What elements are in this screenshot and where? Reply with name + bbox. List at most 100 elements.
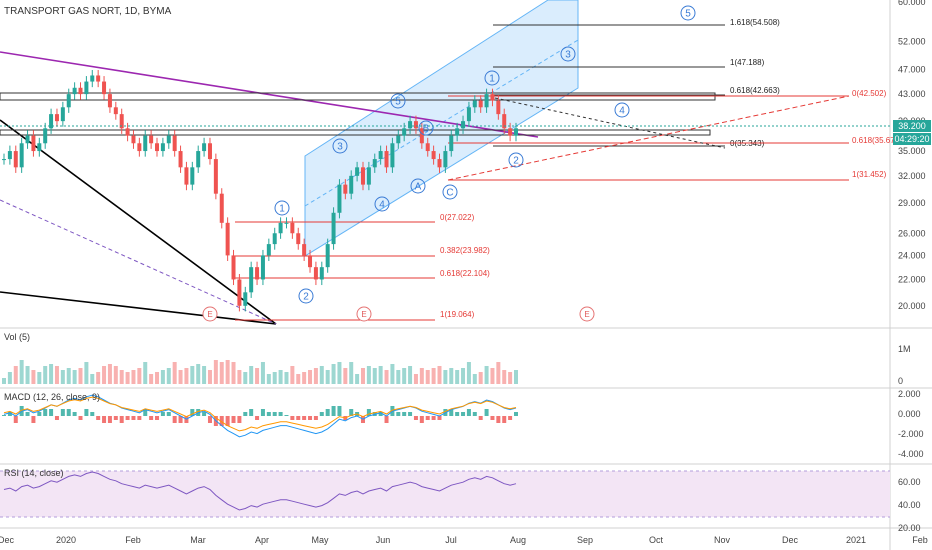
macd-histogram-bar bbox=[25, 412, 30, 416]
wave-marker bbox=[332, 138, 348, 154]
macd-histogram-bar bbox=[149, 416, 154, 420]
support-zone[interactable] bbox=[0, 129, 711, 136]
volume-bar bbox=[125, 372, 130, 384]
macd-histogram-bar bbox=[66, 409, 71, 416]
macd-histogram-bar bbox=[472, 412, 477, 416]
candle-body bbox=[125, 128, 130, 136]
candle-body bbox=[390, 143, 395, 168]
volume-bar bbox=[49, 364, 54, 384]
volume-bar bbox=[378, 366, 383, 384]
wave-label: 5 bbox=[395, 97, 401, 108]
macd-histogram-bar bbox=[113, 416, 118, 420]
volume-bar bbox=[243, 372, 248, 384]
volume-bar bbox=[272, 372, 277, 384]
trendline-black-2[interactable] bbox=[0, 291, 277, 325]
trendline-purple[interactable] bbox=[0, 51, 539, 138]
time-tick: Dec bbox=[0, 535, 14, 545]
macd-histogram-bar bbox=[337, 406, 342, 416]
volume-bar bbox=[72, 370, 77, 384]
macd-histogram-bar bbox=[249, 409, 254, 416]
event-marker: E bbox=[207, 310, 212, 319]
candle-body bbox=[349, 175, 354, 194]
volume-bar bbox=[408, 366, 413, 384]
candle-body bbox=[231, 255, 236, 280]
wave-marker bbox=[390, 93, 406, 109]
last-price-tag bbox=[893, 120, 931, 132]
time-tick: Jul bbox=[445, 535, 457, 545]
candle-body bbox=[31, 135, 36, 152]
volume-bar bbox=[196, 364, 201, 384]
volume-bar bbox=[37, 372, 42, 384]
wave-marker bbox=[410, 178, 426, 194]
rsi-series bbox=[3, 471, 517, 511]
volume-bar bbox=[184, 368, 189, 384]
price-axis[interactable]: 60.00052.00047.00043.00039.00035.00032.0… bbox=[898, 0, 926, 311]
macd-histogram-bar bbox=[243, 412, 248, 416]
candle-body bbox=[272, 233, 277, 245]
macd-histogram-bar bbox=[125, 416, 130, 420]
volume-bar bbox=[155, 372, 160, 384]
time-tick: Feb bbox=[912, 535, 928, 545]
macd-histogram-bar bbox=[437, 416, 442, 420]
trendline-black-1[interactable] bbox=[0, 119, 277, 325]
macd-histogram-bar bbox=[119, 416, 124, 423]
macd-histogram-bar bbox=[284, 415, 289, 416]
time-tick: May bbox=[311, 535, 329, 545]
macd-histogram-bar bbox=[202, 412, 207, 416]
wave-label: B bbox=[423, 124, 430, 135]
macd-title: MACD (12, 26, close, 9) bbox=[4, 392, 100, 402]
price-tick: 52.000 bbox=[898, 37, 926, 47]
macd-histogram-bar bbox=[278, 412, 283, 416]
macd-histogram-bar bbox=[496, 416, 501, 423]
fib-label: 1(47.188) bbox=[730, 58, 765, 67]
macd-histogram-bar bbox=[313, 416, 318, 420]
fib-label: 1(31.452) bbox=[852, 170, 887, 179]
volume-bar bbox=[149, 374, 154, 384]
time-tick: Sep bbox=[577, 535, 593, 545]
vol-tick: 1M bbox=[898, 344, 911, 354]
volume-bar bbox=[43, 366, 48, 384]
wave-label: 1 bbox=[489, 74, 495, 85]
candle-body bbox=[119, 114, 124, 129]
candle-body bbox=[37, 143, 42, 152]
volume-bar bbox=[2, 378, 6, 384]
candle-body bbox=[25, 135, 30, 144]
macd-histogram-bar bbox=[413, 416, 418, 420]
macd-histogram-bar bbox=[178, 416, 183, 423]
candle-body bbox=[372, 159, 377, 168]
wave-marker bbox=[298, 288, 314, 304]
candle-body bbox=[60, 107, 65, 122]
volume-bar bbox=[355, 374, 360, 384]
volume-bar bbox=[213, 360, 218, 384]
time-tick: Oct bbox=[649, 535, 664, 545]
wave-marker bbox=[442, 184, 458, 200]
candle-body bbox=[302, 244, 307, 256]
candle-body bbox=[137, 143, 142, 152]
volume-bar bbox=[66, 368, 71, 384]
price-tick: 24.000 bbox=[898, 250, 926, 260]
macd-histogram-bar bbox=[49, 409, 54, 416]
trendline-dashed-purple[interactable] bbox=[0, 199, 277, 325]
volume-bar bbox=[484, 366, 489, 384]
candle-body bbox=[337, 184, 342, 213]
fib-label: 1(19.064) bbox=[440, 310, 475, 319]
event-markers: E E E bbox=[202, 306, 595, 322]
candle-body bbox=[219, 193, 224, 223]
macd-histogram-bar bbox=[155, 416, 160, 420]
volume-bar bbox=[466, 362, 471, 384]
volume-bar bbox=[461, 368, 466, 384]
time-tick: Feb bbox=[125, 535, 141, 545]
volume-bar bbox=[514, 370, 518, 384]
candle-body bbox=[478, 100, 483, 108]
fib-retracement-red[interactable] bbox=[448, 95, 849, 181]
candle-body bbox=[78, 87, 83, 95]
time-axis[interactable]: Dec 2020 Feb Mar Apr May Jun Jul Aug Sep Oct Nov Dec… bbox=[0, 535, 928, 545]
countdown-value: 04:29:20 bbox=[894, 134, 929, 144]
macd-histogram-bar bbox=[449, 409, 454, 416]
candle-body bbox=[66, 94, 71, 108]
candle-body bbox=[425, 143, 430, 152]
regression-channel[interactable] bbox=[304, 0, 579, 257]
rsi-line bbox=[3, 471, 517, 511]
candle-body bbox=[84, 81, 89, 95]
